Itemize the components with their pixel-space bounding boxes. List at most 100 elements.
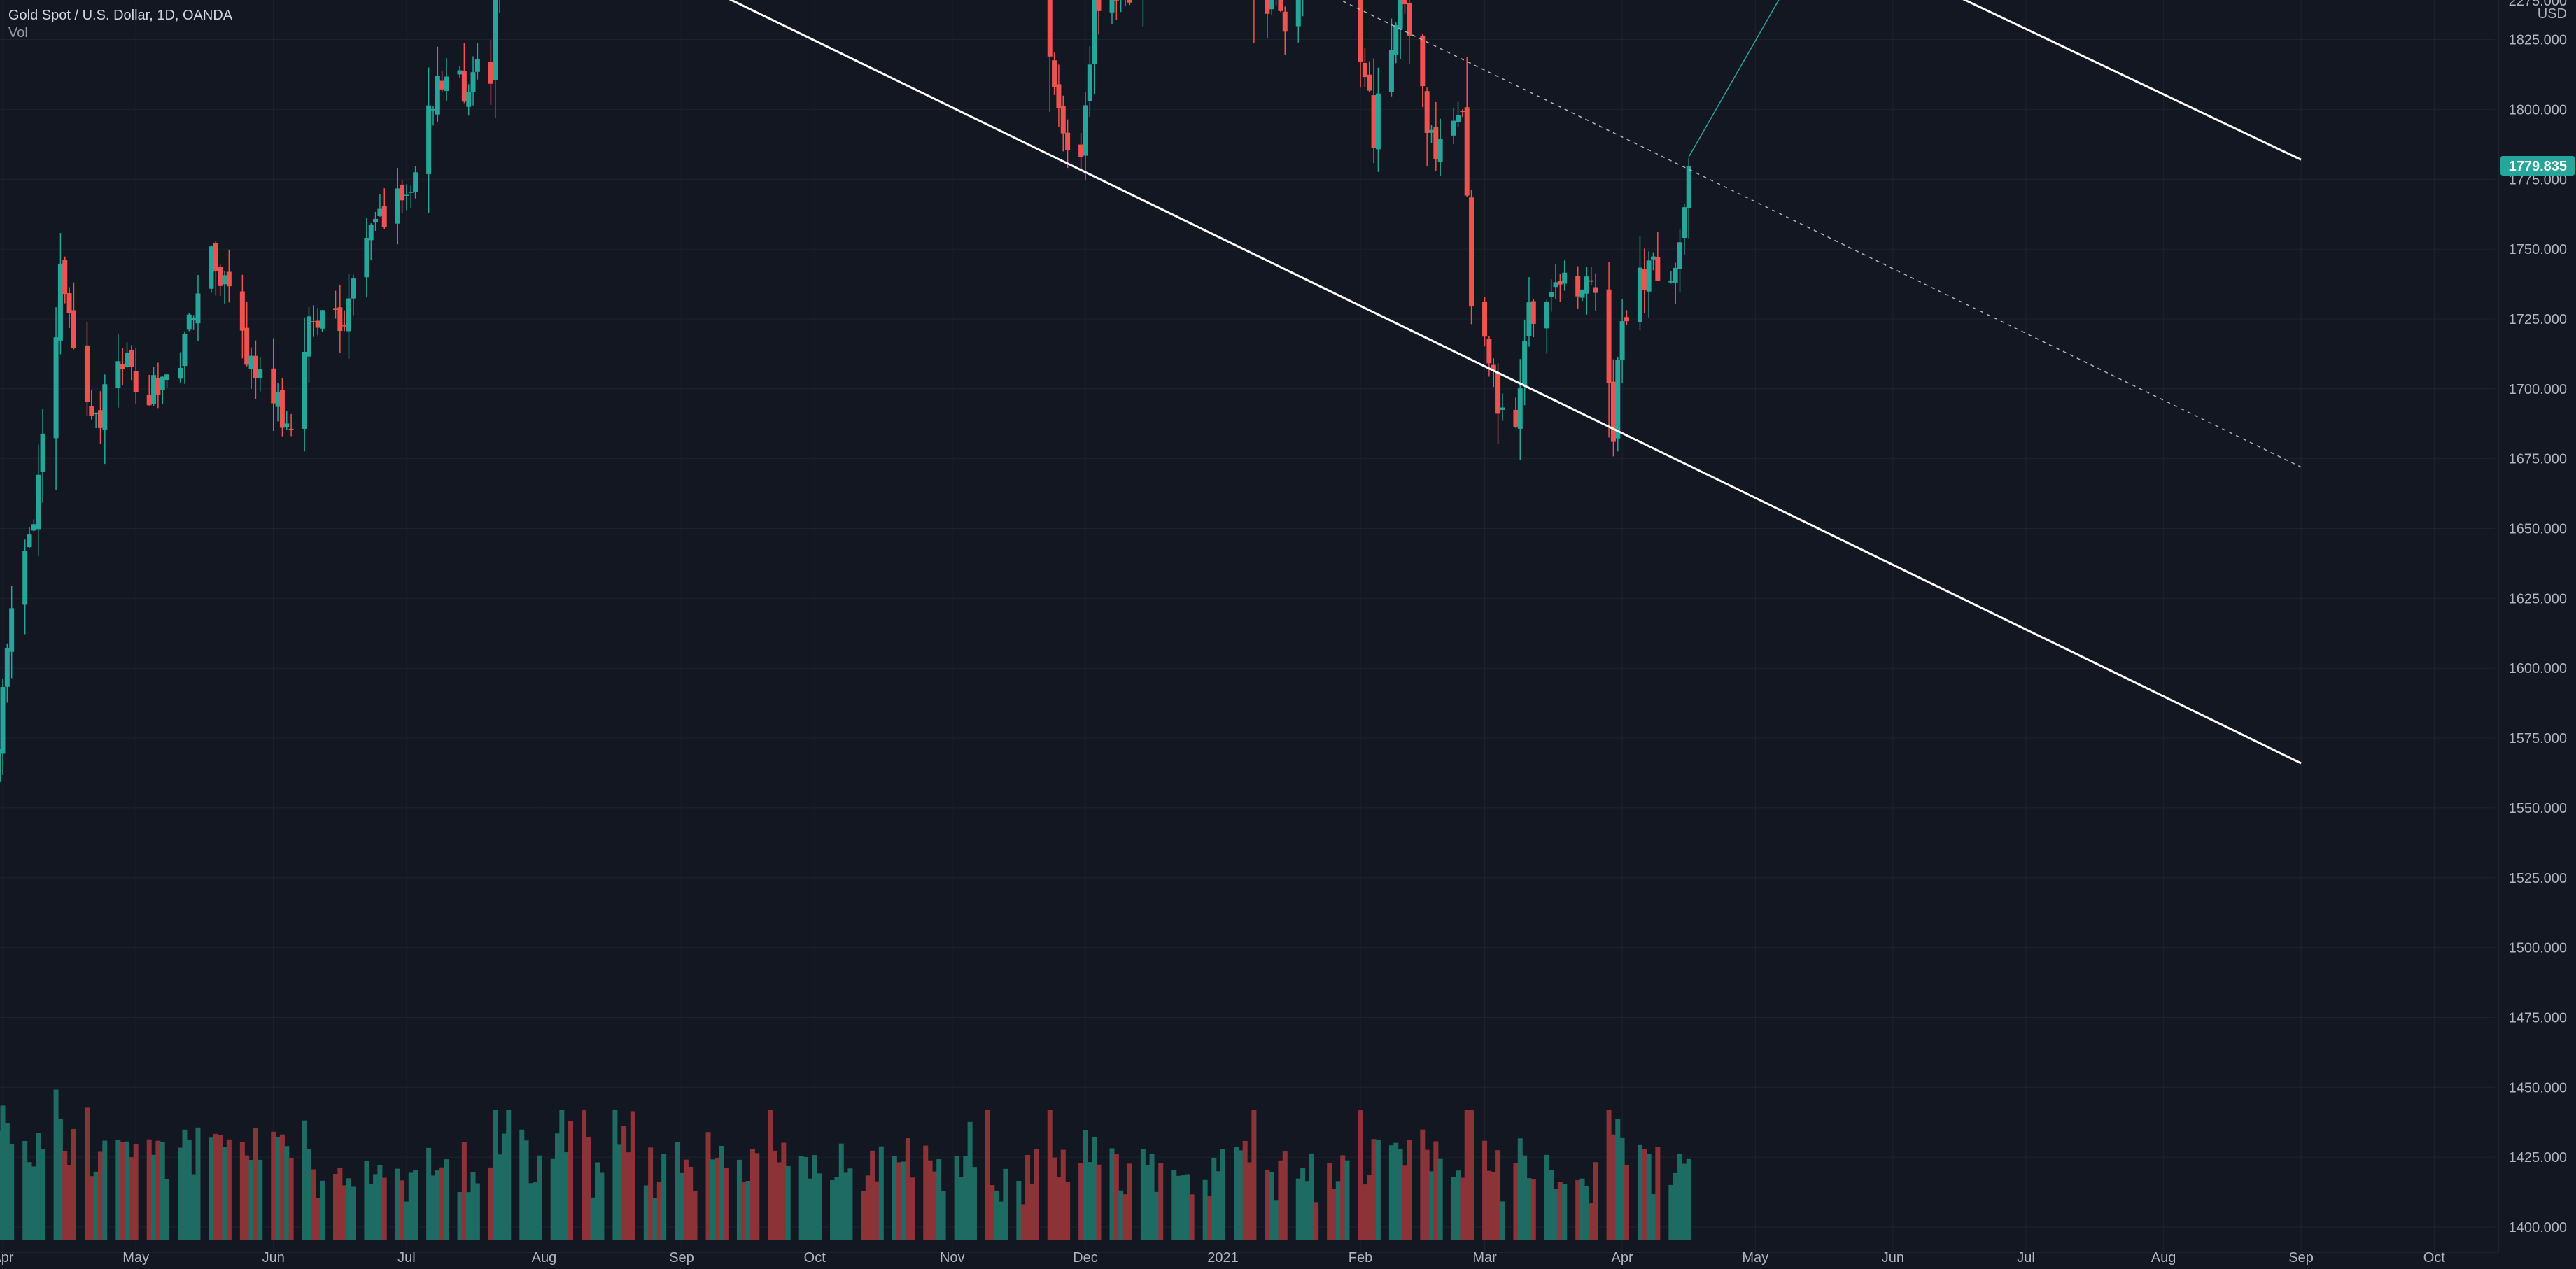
volume-bar (1522, 1155, 1528, 1240)
candle-body (1398, 0, 1403, 30)
candle-body (306, 316, 311, 357)
volume-bar (892, 1156, 897, 1240)
candle-body (125, 353, 130, 367)
candle-body (400, 184, 405, 201)
candle-body (337, 307, 343, 331)
price-axis-tick-label: 1775.000 (2509, 172, 2567, 187)
volume-bar (582, 1110, 587, 1240)
time-axis[interactable]: Apr May Jun Jul Aug Sep Oct Nov Dec 2021 Feb Mar Apr… (0, 1250, 2498, 1266)
candle-body (71, 310, 76, 348)
price-axis-tick-label: 1675.000 (2509, 452, 2567, 467)
volume-bar (1274, 1200, 1279, 1240)
volume-bar (861, 1191, 866, 1240)
channel-drawings[interactable] (566, 0, 2302, 765)
volume-bar (1269, 1172, 1274, 1240)
volume-bar (1216, 1171, 1221, 1240)
volume-bar (279, 1134, 285, 1240)
volume-bar (333, 1173, 338, 1240)
volume-bar (754, 1153, 760, 1240)
volume-bar (62, 1151, 68, 1240)
candle-body (115, 361, 121, 388)
candle-body (258, 369, 263, 378)
channel-lower-line[interactable] (589, 0, 2302, 765)
candle-body (1060, 106, 1066, 134)
price-axis[interactable]: 2275.000USD2250.0002225.0002200.0002175.… (2498, 0, 2575, 1252)
candle-body (1083, 105, 1088, 156)
candle-body (253, 355, 258, 378)
volume-bar (288, 1158, 294, 1240)
candle-body (22, 551, 28, 605)
volume-bar (1327, 1163, 1332, 1240)
last-price-label: 1779.835 (2509, 159, 2567, 174)
volume-bars (0, 1089, 1691, 1240)
projection-arrow-line[interactable] (1688, 0, 1804, 157)
candle-body (1065, 132, 1071, 150)
candle-body (97, 410, 103, 428)
volume-bar (377, 1165, 383, 1240)
volume-bar (1016, 1181, 1022, 1240)
volume-bar (1096, 1164, 1102, 1240)
volume-bar (66, 1165, 72, 1240)
volume-bar (93, 1171, 99, 1240)
volume-bar (89, 1176, 94, 1240)
time-axis-label: Apr (0, 1250, 14, 1266)
candle-body (1420, 35, 1426, 87)
candle-body (1269, 0, 1274, 10)
volume-bar (1065, 1182, 1071, 1240)
candle-body (120, 364, 125, 369)
volume-indicator-label[interactable]: Vol (8, 25, 28, 41)
volume-bar (1158, 1162, 1164, 1240)
volume-bar (865, 1175, 871, 1240)
volume-bar (1034, 1149, 1039, 1240)
volume-bar (808, 1178, 813, 1240)
volume-bar (351, 1186, 356, 1240)
candle-body (218, 267, 223, 286)
volume-bar (426, 1147, 432, 1240)
volume-bar (435, 1170, 440, 1240)
volume-bar (1464, 1110, 1470, 1240)
candle-body (1407, 2, 1412, 36)
volume-bar (1153, 1191, 1159, 1240)
candle-body (408, 192, 414, 193)
volume-bar (643, 1185, 649, 1240)
candle-body (66, 292, 72, 313)
volume-bar (1118, 1190, 1124, 1240)
candle-body (1575, 276, 1581, 297)
candle-body (1673, 267, 1678, 283)
volume-bar (838, 1143, 844, 1240)
channel-midline[interactable] (589, 0, 2302, 468)
candle-body (1610, 381, 1616, 442)
volume-bar (1149, 1154, 1155, 1240)
volume-bar (395, 1168, 400, 1240)
volume-bar (1393, 1142, 1399, 1240)
volume-bar (803, 1156, 809, 1240)
volume-bar (705, 1132, 711, 1240)
candle-body (1526, 302, 1532, 336)
price-axis-tick-label: 1575.000 (2509, 731, 2567, 746)
candle-body (1092, 0, 1097, 64)
volume-bar (1526, 1178, 1532, 1240)
volume-bar (404, 1201, 409, 1240)
symbol-title[interactable]: Gold Spot / U.S. Dollar, 1D, OANDA (8, 8, 233, 23)
volume-bar (1358, 1110, 1363, 1240)
volume-bar (195, 1127, 201, 1240)
volume-bar (910, 1177, 915, 1240)
volume-bar (563, 1152, 569, 1240)
volume-bar (1122, 1194, 1128, 1240)
volume-bar (226, 1139, 232, 1240)
candle-body (1056, 84, 1062, 108)
candle-body (36, 474, 41, 530)
volume-bar (364, 1161, 369, 1240)
volume-bar (630, 1111, 635, 1240)
volume-bar (1517, 1138, 1523, 1240)
volume-bar (777, 1162, 782, 1240)
candle-body (1650, 256, 1656, 260)
candle-body (1362, 63, 1367, 78)
price-axis-tick-label: 1450.000 (2509, 1080, 2567, 1096)
candle-body (1589, 280, 1594, 282)
candle-body (1456, 115, 1461, 122)
channel-upper-line[interactable] (566, 0, 2302, 161)
candle-body (461, 71, 467, 102)
price-axis-unit: USD (2538, 6, 2567, 22)
